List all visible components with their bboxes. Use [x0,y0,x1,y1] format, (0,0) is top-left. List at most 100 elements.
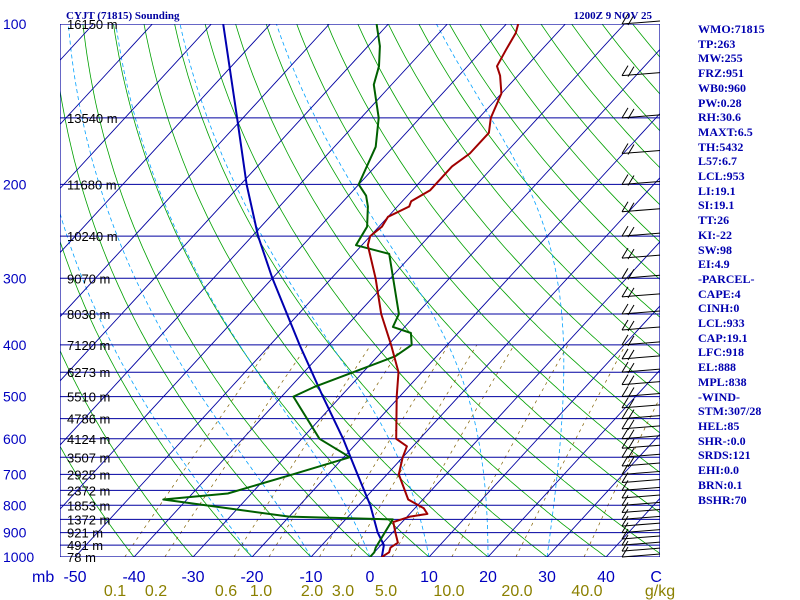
isotherm-line [60,24,212,190]
pressure-tick-label: 200 [3,176,27,192]
wind-barb-icon [621,534,661,546]
height-label: 4124 m [67,432,110,447]
height-label: 1372 m [67,512,110,527]
stability-index-item: CAP:19.1 [698,330,748,345]
wind-barb-flag [627,175,635,186]
isotherm-line [60,24,507,510]
mixing-ratio-tick-label: 2.0 [301,583,323,600]
temperature-tick-label: 20 [479,569,497,586]
wind-barb-flag [621,522,629,533]
temperature-tick-label: 0 [366,569,375,586]
chart-valid-time: 1200Z 9 NOV 25 [574,10,653,22]
wind-barb-icon [621,303,661,316]
wind-barb-flag [627,14,635,26]
wind-barb-flag [627,398,635,410]
wind-barb-icon [621,348,661,361]
wind-barb-icon [621,201,661,213]
parcel-path-line [222,24,385,557]
mixing-ratio-tick-label: 0.1 [104,583,126,600]
wind-barb-flag [621,319,629,331]
wind-barb-flag [621,495,629,506]
isotherm-line [487,369,660,557]
isotherm-line [192,48,660,557]
wind-barb-icon [621,107,661,120]
wind-barb-icon [621,286,661,299]
isotherm-line [74,24,566,557]
stability-index-item: RH:30.6 [698,110,741,125]
stability-index-item: TH:5432 [698,139,744,154]
wind-barb-flag [627,320,635,332]
wind-barb-staff [621,529,661,534]
wind-barb-staff [621,547,661,552]
height-label: 4786 m [67,412,110,427]
grid-lines [60,24,660,557]
stability-index-item: EHI:0.0 [698,463,740,478]
wind-barb-staff [621,553,661,558]
wind-barb-flag [621,268,629,279]
height-label: 7120 m [67,338,110,353]
wind-barb-flag [627,387,635,398]
wind-barb-flag [621,386,629,397]
mixing-ratio-tick-label: 40.0 [571,583,602,600]
stability-index-item: EI:4.9 [698,257,730,272]
stability-index-item: WMO:71815 [698,22,765,36]
stability-index-item: FRZ:951 [698,66,744,81]
wind-barb-flag [621,13,629,25]
isotherm-line [251,112,660,557]
wind-barb-flag [621,509,629,520]
wind-barb-flag [627,448,635,459]
wind-barb-staff [621,479,661,484]
wind-barb-flag [627,349,635,361]
wind-barb-flag [621,143,629,154]
wind-barb-icon [621,13,661,26]
wind-barb-flag [627,335,635,347]
wind-barb-flag [621,374,629,385]
wind-barb-icon [621,528,661,540]
wind-barb-flag [621,397,629,409]
stability-index-item: EL:888 [698,360,737,375]
height-label: 6273 m [67,365,110,380]
stability-index-item: LCL:953 [698,169,745,184]
wind-barb-icon [621,408,661,420]
height-label: 16150 m [67,17,118,32]
wind-barb-flag [627,144,635,155]
temperature-tick-label: -40 [122,569,145,586]
pressure-tick-label: 700 [3,466,27,482]
height-label: 1853 m [67,498,110,513]
wind-barb-icon [621,225,661,238]
pressure-unit-label: mb [32,569,54,586]
stability-index-item: STM:307/28 [698,404,762,419]
stability-index-item: CAPE:4 [698,286,741,301]
height-label: 5510 m [67,390,110,405]
height-label: 8038 m [67,307,110,322]
wind-barb-flag [621,515,629,527]
temperature-tick-label: -20 [240,569,263,586]
wind-barb-icon [621,361,661,374]
wind-barb-flag [621,528,629,540]
stability-index-item: SHR-:0.0 [698,433,746,448]
isotherm-line [60,24,389,382]
stability-index-item: CINH:0 [698,301,740,316]
stability-index-item: SW:98 [698,242,733,257]
wind-barb-flag [627,438,635,450]
stability-index-item: TT:26 [698,213,730,228]
wind-barbs [621,13,661,558]
temperature-tick-label: 40 [597,569,615,586]
height-label: 921 m [67,526,103,541]
wind-barb-staff [621,522,661,527]
wind-barb-flag [621,472,629,483]
height-label: 9070 m [67,271,110,286]
wind-barb-icon [621,174,661,186]
wind-barb-flag [621,361,629,373]
wind-barb-flag [621,447,629,458]
stability-index-item: TP:263 [698,36,736,51]
wind-barb-flag [627,248,635,260]
pressure-tick-label: 500 [3,389,27,405]
wind-barb-flag [621,437,629,449]
stability-index-item: SI:19.1 [698,198,735,213]
height-label: 2925 m [67,467,110,482]
stability-index-item: BRN:0.1 [698,477,743,492]
temperature-tick-label: -50 [63,569,86,586]
temperature-profile-line [366,24,520,557]
wind-barb-flag [621,546,629,558]
